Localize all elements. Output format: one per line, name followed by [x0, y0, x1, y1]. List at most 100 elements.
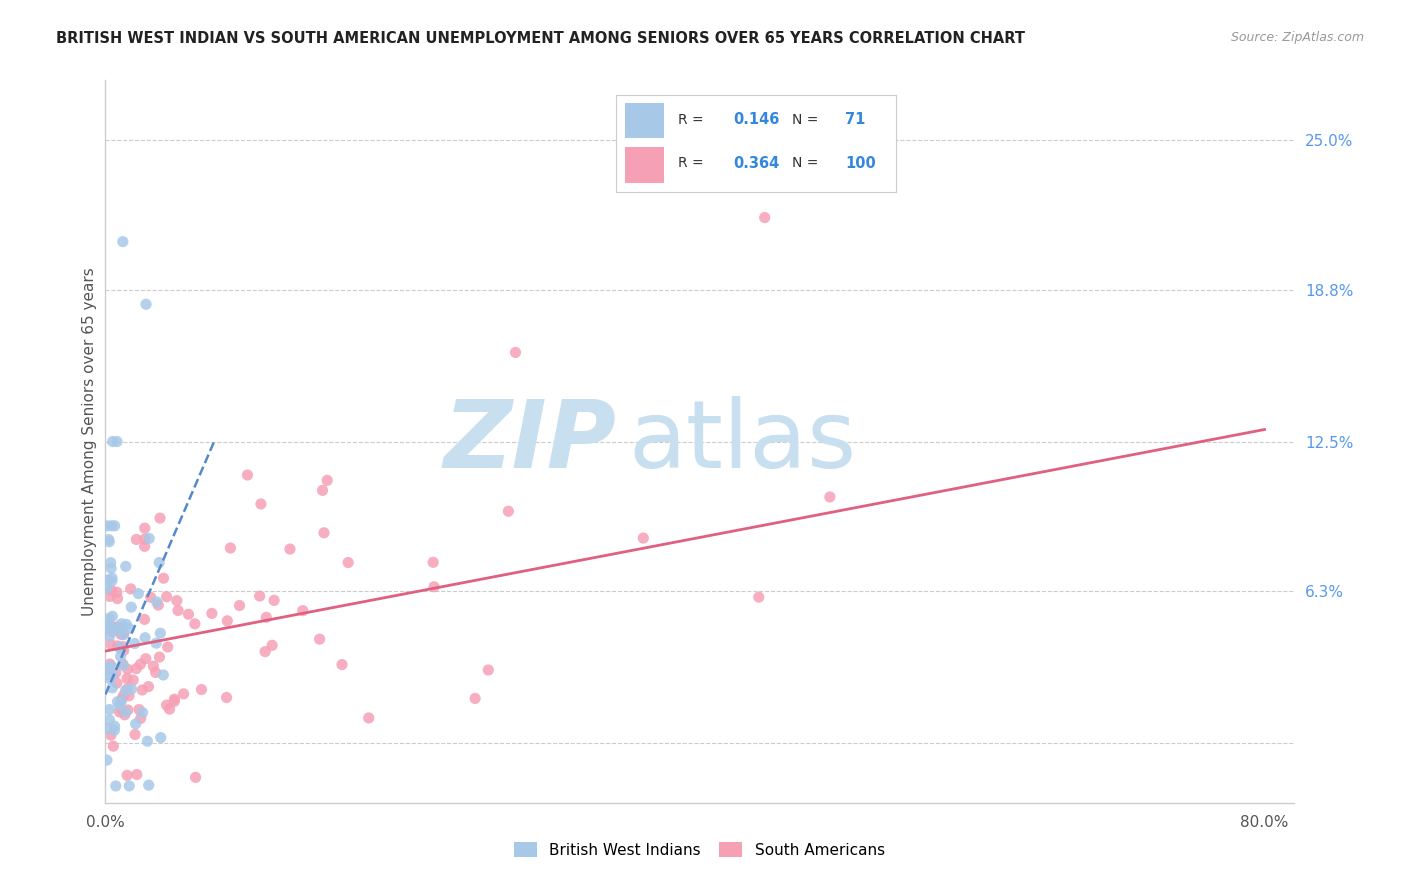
Point [129, 711, 152, 725]
Point [177, 607, 200, 622]
Point [101, 574, 124, 588]
Point [104, 623, 127, 637]
Point [357, 711, 380, 725]
Point [112, 627, 135, 641]
Legend: British West Indians, South Americans: British West Indians, South Americans [508, 836, 891, 863]
Point [254, 610, 277, 624]
Point [330, 657, 353, 672]
Point [142, 659, 165, 673]
Text: BRITISH WEST INDIAN VS SOUTH AMERICAN UNEMPLOYMENT AMONG SENIORS OVER 65 YEARS C: BRITISH WEST INDIAN VS SOUTH AMERICAN UN… [56, 31, 1025, 46]
Point [107, 695, 129, 709]
Point [110, 616, 132, 631]
Point [101, 681, 124, 695]
Point [127, 587, 149, 601]
Point [97, 616, 120, 631]
Text: Source: ZipAtlas.com: Source: ZipAtlas.com [1230, 31, 1364, 45]
Point [111, 627, 134, 641]
Point [107, 591, 129, 606]
Point [117, 662, 139, 676]
Point [134, 532, 156, 546]
Point [754, 211, 776, 225]
Point [104, 665, 127, 680]
Point [111, 235, 134, 249]
Text: ZIP: ZIP [443, 395, 616, 488]
Point [96, 581, 118, 595]
Point [748, 590, 770, 604]
Point [155, 698, 177, 713]
Point [249, 589, 271, 603]
Point [134, 539, 156, 553]
Point [111, 657, 134, 671]
Point [114, 707, 136, 722]
Point [117, 703, 139, 717]
Point [505, 345, 527, 359]
Point [263, 593, 285, 607]
Point [108, 623, 131, 637]
Point [129, 657, 152, 672]
Point [201, 607, 224, 621]
Point [104, 622, 127, 636]
Point [262, 638, 284, 652]
Point [118, 689, 141, 703]
Point [633, 531, 655, 545]
Point [125, 533, 148, 547]
Point [98, 618, 121, 632]
Point [114, 683, 136, 698]
Point [100, 624, 122, 639]
Point [118, 779, 141, 793]
Point [100, 619, 122, 633]
Point [108, 640, 131, 655]
Point [100, 637, 122, 651]
Point [105, 585, 128, 599]
Point [125, 662, 148, 676]
Point [98, 534, 121, 549]
Point [148, 556, 170, 570]
Point [139, 591, 162, 605]
Point [291, 604, 314, 618]
Point [134, 631, 156, 645]
Point [112, 688, 135, 702]
Point [114, 705, 136, 719]
Point [98, 672, 121, 686]
Point [128, 702, 150, 716]
Point [96, 619, 118, 633]
Point [148, 650, 170, 665]
Point [105, 620, 128, 634]
Point [818, 490, 841, 504]
Point [114, 559, 136, 574]
Point [101, 609, 124, 624]
Point [138, 680, 160, 694]
Point [167, 603, 190, 617]
Point [163, 692, 186, 706]
Point [103, 723, 125, 737]
Point [100, 624, 122, 638]
Point [100, 556, 122, 570]
Point [184, 616, 207, 631]
Point [98, 629, 121, 643]
Point [152, 571, 174, 585]
Point [122, 673, 145, 687]
Point [97, 573, 120, 587]
Point [159, 702, 181, 716]
Point [120, 582, 142, 596]
Point [311, 483, 333, 498]
Point [155, 590, 177, 604]
Point [96, 617, 118, 632]
Point [101, 571, 124, 585]
Point [149, 626, 172, 640]
Point [97, 533, 120, 547]
Point [125, 717, 148, 731]
Point [124, 727, 146, 741]
Point [131, 683, 153, 698]
Point [316, 474, 339, 488]
Y-axis label: Unemployment Among Seniors over 65 years: Unemployment Among Seniors over 65 years [82, 268, 97, 615]
Point [134, 612, 156, 626]
Point [100, 561, 122, 575]
Point [96, 667, 118, 681]
Point [98, 657, 121, 671]
Point [98, 713, 121, 727]
Point [149, 511, 172, 525]
Point [108, 621, 131, 635]
Point [131, 706, 153, 720]
Point [138, 532, 160, 546]
